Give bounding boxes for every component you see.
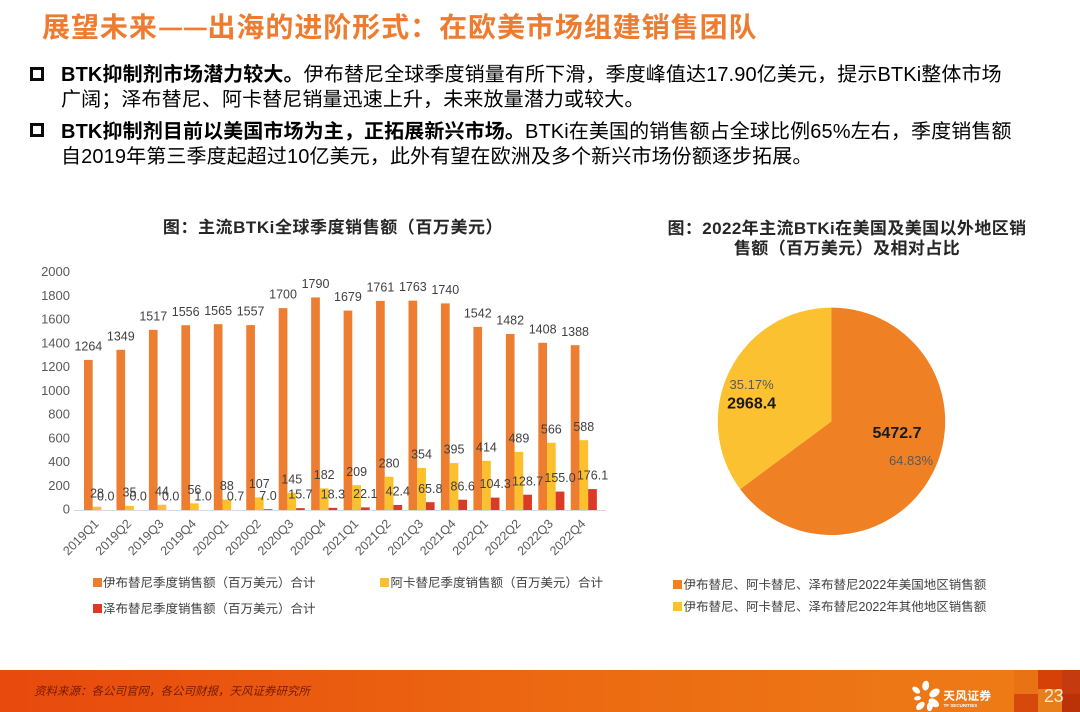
svg-text:86.6: 86.6: [451, 475, 475, 494]
svg-text:176.1: 176.1: [577, 465, 608, 484]
svg-text:35.17%: 35.17%: [730, 374, 775, 393]
svg-text:107: 107: [249, 473, 270, 492]
svg-text:128.7: 128.7: [512, 470, 543, 489]
svg-text:354: 354: [411, 444, 432, 463]
svg-text:18.3: 18.3: [321, 483, 345, 502]
svg-text:28: 28: [90, 482, 104, 501]
svg-text:1565: 1565: [204, 300, 232, 319]
svg-text:1400: 1400: [41, 332, 70, 351]
svg-text:5472.7: 5472.7: [873, 419, 922, 443]
svg-text:400: 400: [48, 451, 70, 470]
svg-text:7.0: 7.0: [259, 485, 276, 504]
svg-text:0.7: 0.7: [227, 486, 244, 505]
svg-text:1349: 1349: [107, 325, 135, 344]
svg-text:414: 414: [476, 436, 497, 455]
svg-text:600: 600: [48, 427, 70, 446]
svg-text:280: 280: [379, 452, 400, 471]
svg-text:800: 800: [48, 404, 70, 423]
svg-text:145: 145: [281, 468, 302, 487]
svg-text:天风证券: 天风证券: [943, 687, 991, 704]
svg-text:209: 209: [346, 461, 367, 480]
svg-text:1542: 1542: [464, 302, 492, 321]
svg-text:1761: 1761: [366, 276, 394, 295]
svg-text:489: 489: [508, 428, 529, 447]
svg-text:15.7: 15.7: [288, 484, 312, 503]
svg-text:1557: 1557: [237, 301, 265, 320]
svg-text:1740: 1740: [431, 279, 459, 298]
svg-text:2968.4: 2968.4: [727, 390, 776, 414]
svg-text:0.0: 0.0: [162, 486, 179, 505]
svg-text:1000: 1000: [41, 380, 70, 399]
svg-text:104.3: 104.3: [480, 473, 511, 492]
svg-text:1482: 1482: [496, 310, 524, 329]
svg-text:200: 200: [48, 475, 70, 494]
svg-text:1264: 1264: [74, 336, 102, 355]
svg-text:0: 0: [63, 499, 70, 518]
svg-text:182: 182: [314, 464, 335, 483]
svg-text:588: 588: [573, 416, 594, 435]
svg-text:1790: 1790: [302, 273, 330, 292]
svg-text:64.83%: 64.83%: [889, 450, 934, 469]
svg-text:566: 566: [541, 418, 562, 437]
svg-text:1600: 1600: [41, 309, 70, 328]
svg-text:0.0: 0.0: [130, 486, 147, 505]
svg-text:65.8: 65.8: [418, 478, 442, 497]
svg-text:0.0: 0.0: [97, 486, 114, 505]
svg-text:1679: 1679: [334, 286, 362, 305]
svg-text:1.0: 1.0: [194, 485, 211, 504]
svg-text:22.1: 22.1: [353, 483, 377, 502]
svg-text:88: 88: [220, 475, 234, 494]
svg-text:56: 56: [187, 479, 201, 498]
svg-text:44: 44: [155, 480, 169, 499]
svg-text:1517: 1517: [139, 305, 167, 324]
svg-text:1556: 1556: [172, 301, 200, 320]
svg-text:1763: 1763: [399, 276, 427, 295]
svg-text:35: 35: [123, 481, 137, 500]
svg-text:155.0: 155.0: [544, 467, 575, 486]
svg-text:1388: 1388: [561, 321, 589, 340]
svg-text:TF SECURITIES: TF SECURITIES: [944, 703, 978, 708]
svg-text:1700: 1700: [269, 284, 297, 303]
svg-text:1800: 1800: [41, 285, 70, 304]
svg-text:1200: 1200: [41, 356, 70, 375]
svg-text:2000: 2000: [41, 261, 70, 280]
svg-text:2022Q4: 2022Q4: [544, 514, 589, 559]
svg-text:42.4: 42.4: [386, 481, 410, 500]
svg-text:1408: 1408: [529, 318, 557, 337]
svg-text:395: 395: [444, 439, 465, 458]
